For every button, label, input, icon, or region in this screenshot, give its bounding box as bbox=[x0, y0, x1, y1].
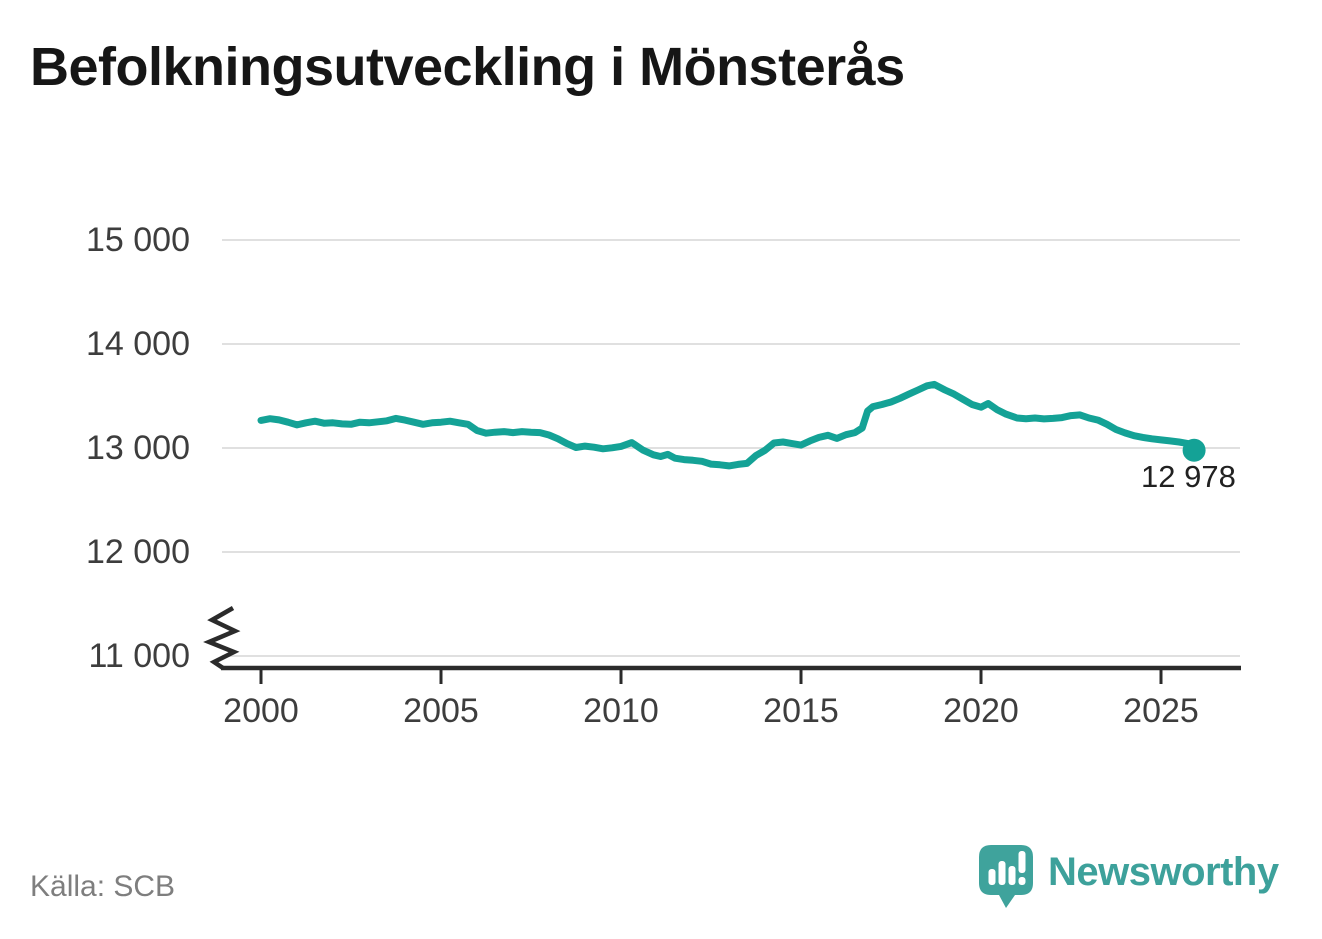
chart-title: Befolkningsutveckling i Mönsterås bbox=[30, 37, 905, 97]
y-tick-label: 15 000 bbox=[86, 221, 190, 259]
newsworthy-logo-icon bbox=[979, 845, 1033, 908]
x-tick-label: 2010 bbox=[583, 692, 659, 730]
axis-break-icon bbox=[203, 606, 241, 670]
y-tick-label: 14 000 bbox=[86, 325, 190, 363]
x-tick-label: 2005 bbox=[403, 692, 479, 730]
newsworthy-logo: Newsworthy bbox=[979, 845, 1279, 909]
y-tick-label: 11 000 bbox=[88, 637, 190, 675]
y-tick-label: 12 000 bbox=[86, 533, 190, 571]
x-axis bbox=[203, 606, 1241, 684]
latest-value-label: 12 978 bbox=[1141, 459, 1236, 494]
x-axis-ticks bbox=[259, 669, 1163, 684]
x-tick-label: 2020 bbox=[943, 692, 1019, 730]
x-tick-label: 2015 bbox=[763, 692, 839, 730]
population-line bbox=[257, 380, 1198, 470]
source-label: Källa: SCB bbox=[30, 870, 176, 903]
newsworthy-logo-text: Newsworthy bbox=[1048, 850, 1279, 894]
x-tick-label: 2025 bbox=[1123, 692, 1199, 730]
y-tick-label: 13 000 bbox=[86, 429, 190, 467]
gridlines bbox=[222, 239, 1240, 657]
x-tick-label: 2000 bbox=[223, 692, 299, 730]
